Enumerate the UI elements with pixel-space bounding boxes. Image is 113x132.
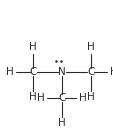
Text: C: C [29,67,36,77]
Text: H: H [86,92,94,102]
Text: H: H [29,42,36,52]
Text: H: H [109,67,113,77]
Text: H: H [58,118,65,128]
Text: C: C [87,67,94,77]
Text: H: H [6,67,14,77]
Text: N: N [58,67,65,77]
Text: H: H [37,93,45,103]
Text: H: H [29,92,36,102]
Text: H: H [78,93,86,103]
Text: C: C [58,93,65,103]
Text: H: H [86,42,94,52]
